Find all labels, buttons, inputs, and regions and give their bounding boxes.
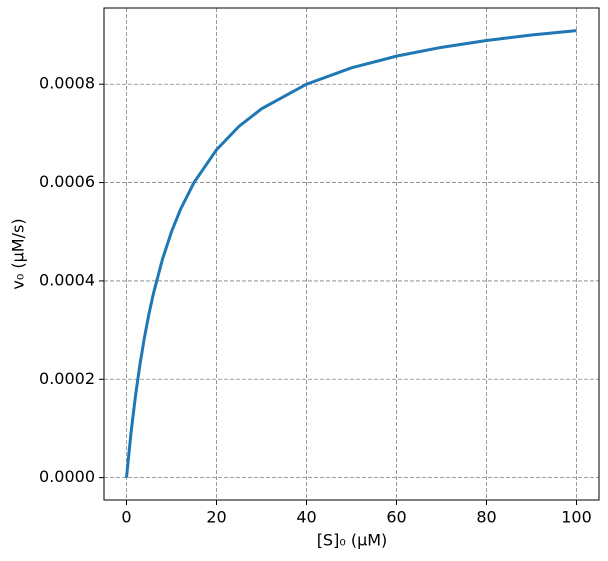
y-tick-label: 0.0000 [39,467,95,486]
x-tick-label: 60 [386,508,406,527]
x-tick-label: 40 [296,508,316,527]
x-axis-label: [S]₀ (μM) [317,531,388,550]
data-line [125,29,577,478]
x-tick-label: 0 [121,508,131,527]
y-tick-label: 0.0004 [39,270,95,289]
y-tick-label: 0.0002 [39,369,95,388]
y-tick-label: 0.0006 [39,172,95,191]
y-tick-label: 0.0008 [39,74,95,93]
plot-frame [103,7,600,501]
x-tick-label: 80 [476,508,496,527]
x-tick-label: 20 [206,508,226,527]
y-axis-label: v₀ (μM/s) [9,218,28,289]
x-tick-label: 100 [561,508,592,527]
